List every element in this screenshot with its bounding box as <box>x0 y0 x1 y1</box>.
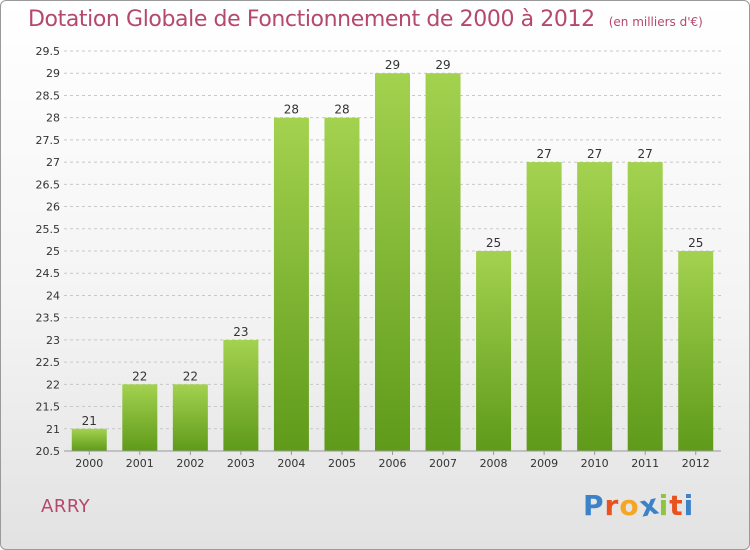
bar-2008 <box>476 251 512 451</box>
value-label: 29 <box>435 58 450 72</box>
y-tick-label: 29 <box>46 67 60 80</box>
y-tick-label: 24.5 <box>36 267 61 280</box>
proxiti-logo: Proxiti <box>583 487 695 523</box>
y-tick-label: 23 <box>46 334 60 347</box>
x-tick-label: 2001 <box>126 457 154 470</box>
bar-2005 <box>324 117 360 452</box>
logo-letter: o <box>619 489 640 522</box>
logo-letter: r <box>604 489 620 522</box>
chart-title-text: Dotation Globale de Fonctionnement de 20… <box>28 7 595 32</box>
bar-2012 <box>678 251 714 451</box>
x-tick-label: 2012 <box>682 457 710 470</box>
place-name: ARRY <box>41 496 91 517</box>
y-tick-label: 29.5 <box>36 45 61 58</box>
logo-letter: i <box>683 489 695 522</box>
y-tick-label: 20.5 <box>36 445 61 458</box>
y-tick-label: 28 <box>46 112 60 125</box>
chart-title: Dotation Globale de Fonctionnement de 20… <box>28 7 703 32</box>
y-tick-label: 27.5 <box>36 134 61 147</box>
value-label: 22 <box>132 369 147 383</box>
value-label: 21 <box>82 414 97 428</box>
bar-2011 <box>627 162 663 451</box>
bar-2009 <box>526 162 562 451</box>
value-label: 27 <box>638 147 653 161</box>
y-tick-label: 22 <box>46 378 60 391</box>
y-tick-label: 28.5 <box>36 89 61 102</box>
value-label: 22 <box>183 369 198 383</box>
y-tick-label: 25.5 <box>36 223 61 236</box>
value-label: 27 <box>587 147 602 161</box>
y-tick-label: 27 <box>46 156 60 169</box>
value-label: 25 <box>688 236 703 250</box>
y-tick-label: 21.5 <box>36 401 61 414</box>
value-label: 25 <box>486 236 501 250</box>
x-tick-label: 2004 <box>277 457 305 470</box>
bars: 21 22 22 23 28 28 29 29 25 27 27 27 25 <box>71 58 714 452</box>
x-tick-label: 2006 <box>379 457 407 470</box>
bar-2002 <box>172 384 208 451</box>
y-tick-label: 24 <box>46 289 60 302</box>
logo-letter: t <box>669 489 684 522</box>
y-tick-label: 23.5 <box>36 312 61 325</box>
value-label: 28 <box>334 103 349 117</box>
logo-letter: i <box>658 489 670 522</box>
chart-subtitle: (en milliers d'€) <box>608 15 703 29</box>
x-tick-label: 2007 <box>429 457 457 470</box>
bar-2000 <box>71 428 107 451</box>
logo-letter: P <box>583 489 605 522</box>
y-tick-label: 22.5 <box>36 356 61 369</box>
x-axis: 2000 2001 2002 2003 2004 2005 2006 2007 2008 2009… <box>64 450 721 470</box>
bar-2001 <box>122 384 158 451</box>
x-tick-label: 2000 <box>75 457 103 470</box>
value-label: 27 <box>536 147 551 161</box>
x-tick-label: 2011 <box>631 457 659 470</box>
x-tick-label: 2005 <box>328 457 356 470</box>
bar-2006 <box>375 73 410 451</box>
x-tick-label: 2010 <box>581 457 609 470</box>
x-tick-label: 2009 <box>530 457 558 470</box>
bar-2007 <box>425 73 461 451</box>
y-tick-label: 21 <box>46 423 60 436</box>
y-axis: 20.5 21 21.5 22 22.5 23 23.5 24 24.5 25 25.5 26 26.5… <box>36 45 61 458</box>
y-tick-label: 25 <box>46 245 60 258</box>
y-tick-label: 26 <box>46 201 60 214</box>
bar-2010 <box>577 162 613 451</box>
y-tick-label: 26.5 <box>36 178 61 191</box>
x-tick-label: 2008 <box>480 457 508 470</box>
value-label: 28 <box>284 103 299 117</box>
value-label: 23 <box>233 325 248 339</box>
bar-2004 <box>273 117 309 452</box>
x-tick-label: 2003 <box>227 457 255 470</box>
value-label: 29 <box>385 58 400 72</box>
bar-2003 <box>223 339 259 451</box>
x-tick-label: 2002 <box>176 457 204 470</box>
